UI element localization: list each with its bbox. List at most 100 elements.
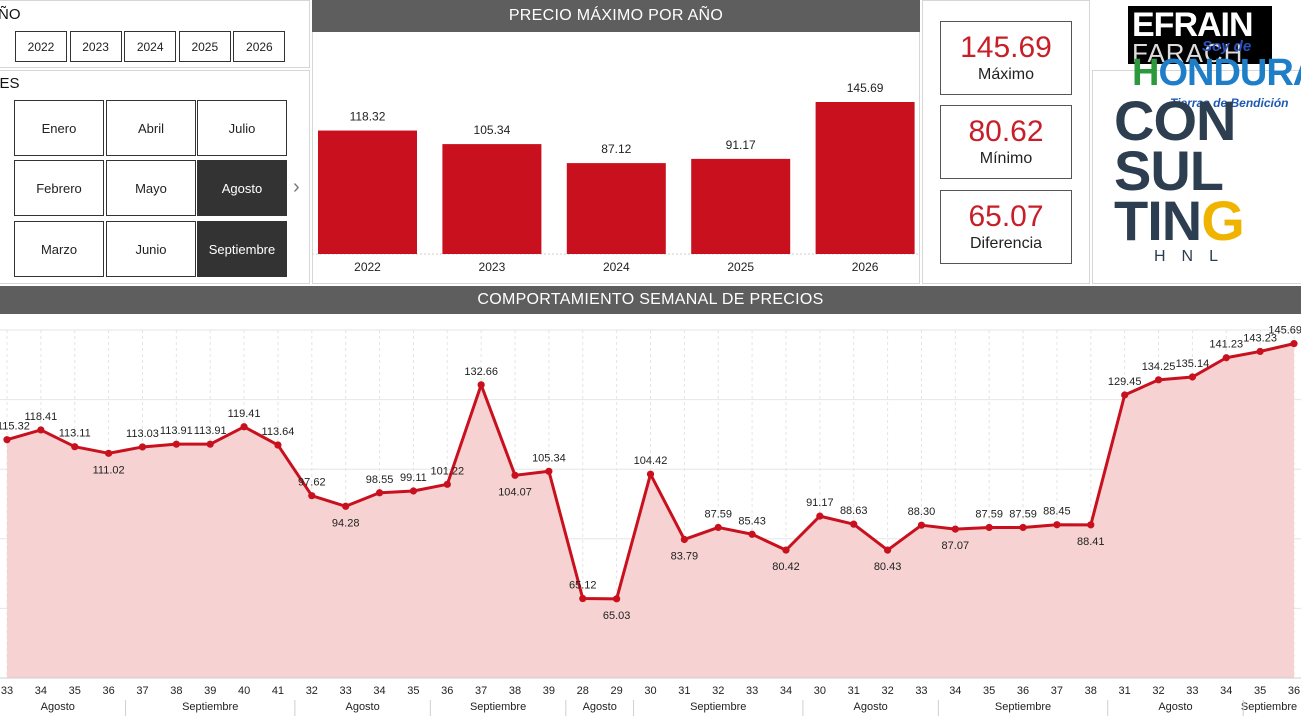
price-point xyxy=(443,480,451,488)
month-button-agosto[interactable]: Agosto xyxy=(197,160,287,216)
month-group-label: Agosto xyxy=(1158,701,1192,713)
week-tick-label: 39 xyxy=(543,685,555,697)
kpi-diff-value: 65.07 xyxy=(968,200,1044,234)
year-button-2024[interactable]: 2024 xyxy=(124,31,177,62)
week-tick-label: 32 xyxy=(712,685,724,697)
price-point xyxy=(105,449,113,457)
price-value-label: 145.69 xyxy=(1268,325,1301,337)
week-tick-label: 34 xyxy=(373,685,385,697)
kpi-max-label: Máximo xyxy=(977,65,1034,83)
week-tick-label: 33 xyxy=(340,685,352,697)
month-button-septiembre[interactable]: Septiembre xyxy=(197,221,287,277)
price-value-label: 115.32 xyxy=(0,421,30,433)
bar-category-label-2024: 2024 xyxy=(603,260,630,274)
consulting-line1: CON xyxy=(1114,89,1236,152)
price-value-label: 113.11 xyxy=(59,428,91,440)
week-tick-label: 37 xyxy=(1051,685,1063,697)
price-point xyxy=(1053,521,1061,529)
month-group-label: Agosto xyxy=(854,701,888,713)
consulting-hnl: HNL xyxy=(1154,248,1235,265)
price-value-label: 85.43 xyxy=(738,515,766,527)
month-button-marzo[interactable]: Marzo xyxy=(14,221,104,277)
kpi-min-label: Mínimo xyxy=(979,149,1033,167)
month-button-febrero[interactable]: Febrero xyxy=(14,160,104,216)
week-tick-label: 34 xyxy=(1220,685,1232,697)
year-button-2023[interactable]: 2023 xyxy=(69,31,122,62)
price-point xyxy=(409,487,418,495)
week-tick-label: 31 xyxy=(848,685,860,697)
bar-chart: 118.32 2022 105.34 2023 87.12 2024 91.17 2025 14… xyxy=(312,81,920,274)
price-point xyxy=(342,502,350,510)
price-value-label: 141.23 xyxy=(1209,339,1243,351)
week-tick-label: 40 xyxy=(238,685,250,697)
price-point xyxy=(172,440,180,448)
price-value-label: 65.12 xyxy=(569,580,597,592)
price-point xyxy=(1222,354,1230,362)
month-button-abril[interactable]: Abril xyxy=(106,100,196,156)
logo-panel xyxy=(1092,70,1301,284)
price-value-label: 113.03 xyxy=(126,428,159,440)
price-value-label: 134.25 xyxy=(1142,361,1176,373)
week-tick-label: 36 xyxy=(1017,685,1029,697)
price-point xyxy=(850,520,858,528)
consulting-line2: SUL xyxy=(1114,139,1224,202)
week-tick-label: 35 xyxy=(69,685,81,697)
price-point xyxy=(545,467,553,475)
year-button-2026[interactable]: 2026 xyxy=(233,31,286,62)
week-tick-label: 38 xyxy=(170,685,182,697)
week-tick-label: 38 xyxy=(1085,685,1097,697)
month-button-junio[interactable]: Junio xyxy=(106,221,196,277)
week-tick-label: 32 xyxy=(881,685,893,697)
price-value-label: 87.59 xyxy=(975,508,1003,520)
price-point xyxy=(138,443,147,451)
price-point xyxy=(816,512,824,520)
bar-chart-title: PRECIO MÁXIMO POR AÑO xyxy=(312,0,920,32)
consulting-hnl-logo: CON SUL TING HNL xyxy=(1114,89,1294,266)
chevron-right-icon[interactable]: › xyxy=(293,176,300,198)
price-point xyxy=(1087,521,1095,529)
price-point xyxy=(1154,376,1163,384)
week-tick-label: 38 xyxy=(509,685,521,697)
price-point xyxy=(1019,523,1027,532)
price-point xyxy=(917,521,926,529)
month-button-julio[interactable]: Julio xyxy=(197,100,287,156)
price-point xyxy=(71,443,79,451)
week-tick-label: 29 xyxy=(611,685,623,697)
kpi-max-value: 145.69 xyxy=(960,31,1052,65)
bar-category-label-2025: 2025 xyxy=(727,260,754,274)
consulting-line3: TING xyxy=(1114,193,1294,249)
efrain-logo-line2: FARACH xyxy=(1132,38,1244,64)
soy-de-text: Soy de xyxy=(1202,38,1252,55)
month-group-label: Agosto xyxy=(41,701,75,713)
year-filter-label: AÑO xyxy=(0,6,21,23)
bar-value-label-2023: 105.34 xyxy=(474,123,511,137)
price-value-label: 88.63 xyxy=(840,505,868,517)
month-group-label: Septiembre xyxy=(1241,701,1297,713)
price-value-label: 104.42 xyxy=(634,455,668,467)
bar-2023 xyxy=(442,144,542,254)
month-button-enero[interactable]: Enero xyxy=(14,100,104,156)
week-tick-label: 32 xyxy=(1152,685,1164,697)
consulting-line3a: TIN xyxy=(1114,189,1202,252)
year-button-2025[interactable]: 2025 xyxy=(178,31,231,62)
price-value-label: 80.43 xyxy=(874,561,902,573)
price-point xyxy=(579,594,587,603)
price-point xyxy=(985,523,993,532)
month-group-label: Septiembre xyxy=(690,701,746,713)
efrain-farach-logo: EFRAIN FARACH xyxy=(1128,6,1272,64)
year-button-2022[interactable]: 2022 xyxy=(15,31,67,62)
kpi-diff-label: Diferencia xyxy=(969,234,1043,252)
bar-category-label-2022: 2022 xyxy=(354,260,381,274)
week-tick-label: 32 xyxy=(306,685,318,697)
price-point xyxy=(308,492,316,500)
week-tick-label: 37 xyxy=(475,685,487,697)
bar-2025 xyxy=(691,158,791,254)
week-tick-label: 36 xyxy=(1288,685,1300,697)
price-value-label: 129.45 xyxy=(1108,376,1142,388)
week-tick-label: 41 xyxy=(272,685,284,697)
week-tick-label: 34 xyxy=(35,685,47,697)
month-button-mayo[interactable]: Mayo xyxy=(106,160,196,216)
bar-2026 xyxy=(815,102,915,254)
month-group-label: Agosto xyxy=(345,701,379,713)
